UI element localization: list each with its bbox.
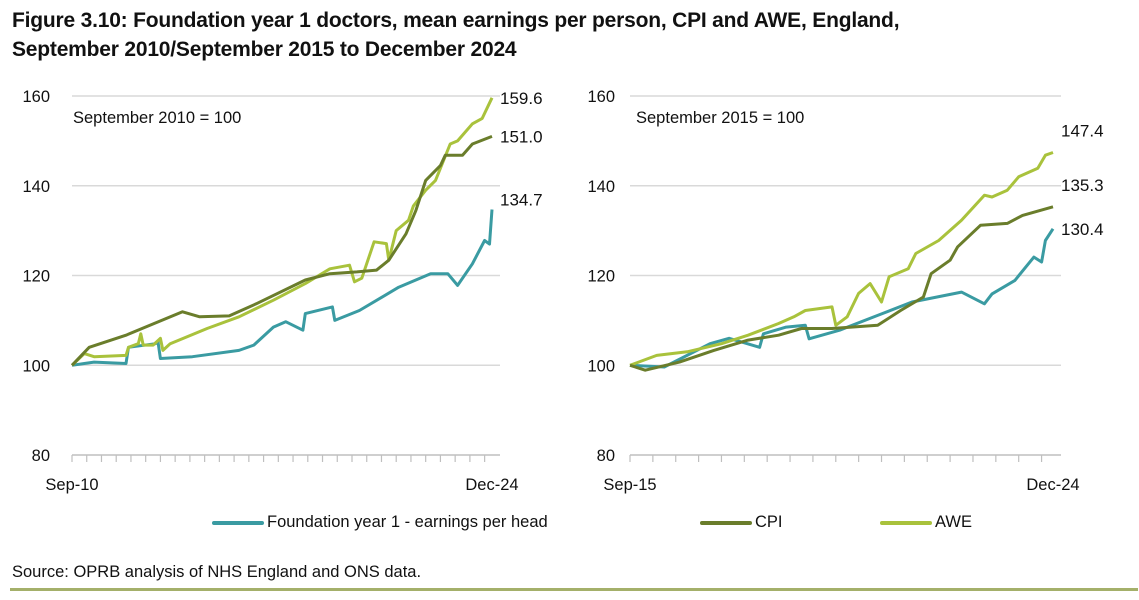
chart2-x-tick-label-start: Sep-15 <box>603 476 656 494</box>
chart2-y-tick-label: 120 <box>587 268 615 286</box>
chart1-base-annotation: September 2010 = 100 <box>73 109 241 127</box>
chart2-y-tick-label: 140 <box>587 178 615 196</box>
chart2-line-fy1 <box>629 227 1055 369</box>
chart1-line-cpi <box>70 135 493 367</box>
legend-label-cpi: CPI <box>755 513 783 531</box>
chart1-end-label-fy1: 134.7 <box>500 191 543 210</box>
chart2-y-tick-label: 160 <box>587 88 615 106</box>
chart-title: Figure 3.10: Foundation year 1 doctors, … <box>12 6 900 64</box>
chart1-line-fy1 <box>71 209 494 367</box>
chart2-end-label-fy1: 130.4 <box>1061 220 1104 239</box>
chart1-line-awe <box>70 97 494 367</box>
chart2-x-tick-label-end: Dec-24 <box>1026 476 1079 494</box>
legend-swatch-awe <box>880 520 932 525</box>
chart1-y-tick-label: 80 <box>32 447 50 465</box>
legend: Foundation year 1 - earnings per head CP… <box>0 513 1139 535</box>
title-line-2: September 2010/September 2015 to Decembe… <box>12 38 517 61</box>
legend-item-fy1: Foundation year 1 - earnings per head <box>212 513 548 532</box>
legend-swatch-fy1 <box>212 520 264 525</box>
bottom-rule <box>10 588 1138 591</box>
chart2-line-cpi <box>629 205 1054 372</box>
source-note: Source: OPRB analysis of NHS England and… <box>12 563 422 581</box>
chart1-x-tick-label-start: Sep-10 <box>45 476 98 494</box>
legend-item-cpi: CPI <box>700 513 783 532</box>
chart2-y-tick-label: 100 <box>587 357 615 375</box>
chart2-line-awe <box>629 151 1054 367</box>
legend-swatch-cpi <box>700 520 752 525</box>
chart1-end-label-awe: 159.6 <box>500 89 543 108</box>
chart2-end-label-awe: 147.4 <box>1061 122 1104 141</box>
chart1-y-tick-label: 140 <box>22 178 50 196</box>
legend-label-fy1: Foundation year 1 - earnings per head <box>267 513 548 531</box>
chart1-end-label-cpi: 151.0 <box>500 127 543 146</box>
chart1-y-tick-label: 160 <box>22 88 50 106</box>
chart2-end-label-cpi: 135.3 <box>1061 176 1104 195</box>
title-line-1: Figure 3.10: Foundation year 1 doctors, … <box>12 9 900 32</box>
chart2-y-tick-label: 80 <box>597 447 615 465</box>
chart1-y-tick-label: 100 <box>22 357 50 375</box>
chart2-base-annotation: September 2015 = 100 <box>636 109 804 127</box>
chart1-y-tick-label: 120 <box>22 268 50 286</box>
legend-item-awe: AWE <box>880 513 972 532</box>
legend-label-awe: AWE <box>935 513 972 531</box>
chart1-x-tick-label-end: Dec-24 <box>465 476 518 494</box>
